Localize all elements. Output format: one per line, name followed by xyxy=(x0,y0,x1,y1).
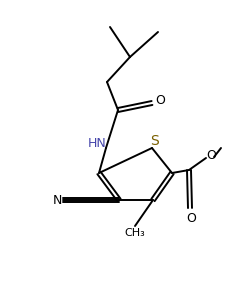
Text: O: O xyxy=(185,211,195,225)
Text: S: S xyxy=(150,134,159,148)
Text: O: O xyxy=(154,94,164,106)
Text: N: N xyxy=(52,193,61,207)
Text: O: O xyxy=(205,149,215,161)
Text: HN: HN xyxy=(87,137,106,150)
Text: CH₃: CH₃ xyxy=(124,228,145,238)
